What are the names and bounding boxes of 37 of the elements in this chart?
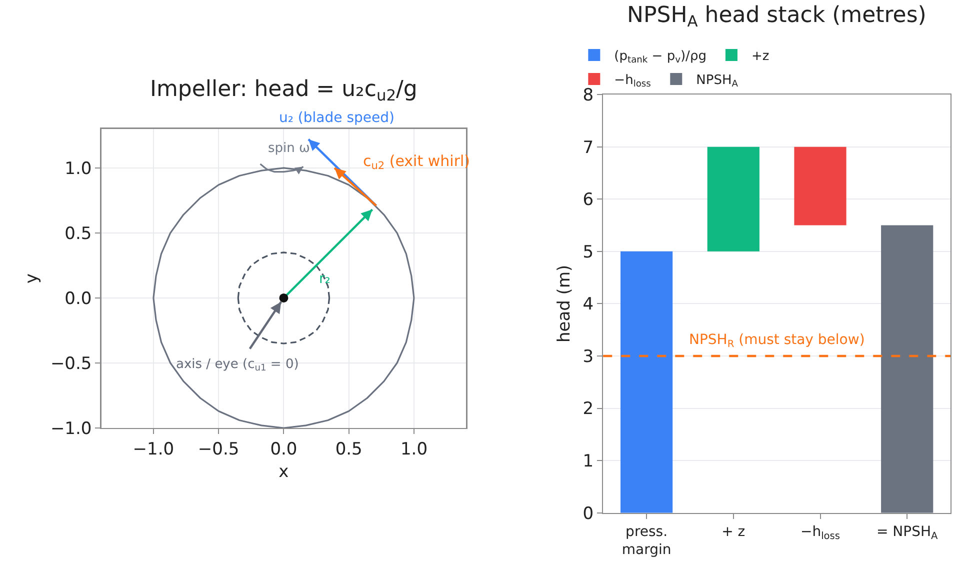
x-axis-title: x: [278, 462, 289, 482]
y-tick-label: 4: [582, 294, 594, 315]
x-tick-label: 1.0: [400, 440, 428, 460]
x-tick-label: −0.5: [198, 440, 240, 460]
y-tick-label: 5: [582, 242, 594, 262]
annotation: spin ω: [268, 141, 310, 156]
legend-label: NPSH$_{A}$: [696, 73, 739, 90]
x-tick-label: = NPSH$_{A}$: [876, 524, 938, 542]
ref-line-label: NPSH$_{R}$ (must stay below): [689, 332, 865, 350]
annotation: u₂ (blade speed): [279, 110, 394, 126]
legend-label: (p$_{tank}$ − p$_{v}$)/ρg: [614, 49, 706, 66]
x-tick-label: + z: [722, 524, 746, 540]
x-tick-label: 0.5: [335, 440, 362, 460]
y-tick-label: 2: [582, 399, 594, 420]
annotation: axis / eye (c$_{u1}$ = 0): [176, 357, 299, 374]
y-tick-label: 8: [582, 85, 594, 106]
x-tick-label: −h$_{loss}$: [800, 524, 840, 542]
x-tick-label: 0.0: [270, 440, 298, 460]
legend-label: −h$_{loss}$: [614, 73, 652, 90]
y-axis-title: head (m): [554, 264, 574, 343]
y-tick-label: 1.0: [64, 158, 92, 179]
y-tick-label: −1.0: [50, 418, 92, 439]
x-tick-label: press. margin: [622, 524, 672, 558]
legend-label: +z: [751, 49, 770, 64]
chart-title: NPSH$_{A}$ head stack (metres): [627, 3, 926, 31]
annotation: c$_{u2}$ (exit whirl): [363, 152, 470, 172]
y-tick-label: 3: [582, 346, 594, 367]
y-tick-label: 1: [582, 451, 594, 472]
chart-title: Impeller: head = u₂c$_{u2}$/g: [150, 77, 418, 105]
y-axis-title: y: [22, 273, 42, 284]
y-tick-label: 0: [582, 504, 594, 524]
y-tick-label: 0.0: [64, 288, 92, 309]
y-tick-label: 0.5: [64, 224, 92, 244]
y-tick-label: 7: [582, 138, 594, 158]
y-tick-label: −0.5: [50, 354, 92, 374]
y-tick-label: 6: [582, 190, 594, 210]
x-tick-label: −1.0: [132, 440, 174, 460]
